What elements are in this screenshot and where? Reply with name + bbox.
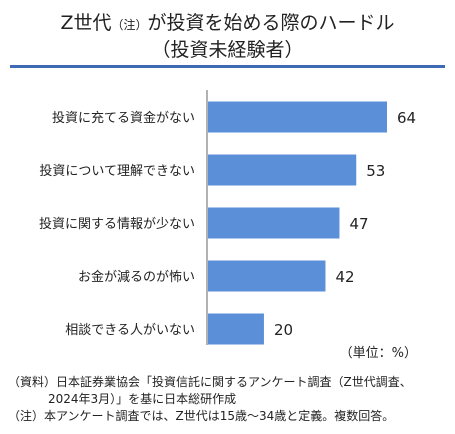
bar — [208, 101, 387, 133]
source-line-1: （資料）日本証券業協会「投資信託に関するアンケート調査（Z世代調査、 — [8, 375, 412, 389]
category-label: 相談できる人がいない — [65, 322, 195, 338]
source-line-2: 2024年3月）」を基に日本総研作成 — [48, 392, 237, 406]
bar — [208, 313, 264, 345]
data-label: 53 — [366, 162, 385, 180]
title-note-marker: （注） — [111, 18, 148, 32]
category-label: 投資に充てる資金がない — [52, 110, 195, 126]
data-label: 42 — [335, 268, 354, 286]
bar — [208, 207, 340, 239]
category-label: 投資に関する情報が少ない — [39, 216, 195, 232]
data-label: 20 — [274, 321, 293, 339]
category-label: 投資について理解できない — [39, 163, 195, 179]
title-main: Z世代 — [60, 12, 112, 34]
data-label: 47 — [349, 215, 368, 233]
unit-label: （単位：%） — [339, 346, 417, 361]
chart-subtitle: （投資未経験者） — [151, 39, 304, 61]
footnotes: （資料）日本証券業協会「投資信託に関するアンケート調査（Z世代調査、 2024年… — [8, 374, 412, 425]
category-label: お金が減るのが怖い — [78, 269, 195, 285]
chart-title: Z世代（注）が投資を始める際のハードル — [0, 8, 455, 35]
title-rest: が投資を始める際のハードル — [147, 12, 395, 34]
bar — [208, 260, 326, 292]
data-label: 64 — [397, 109, 416, 127]
bar — [208, 154, 357, 186]
title-divider — [10, 65, 445, 68]
definition-note: （注）本アンケート調査では、Z世代は15歳～34歳と定義。複数回答。 — [8, 409, 395, 423]
